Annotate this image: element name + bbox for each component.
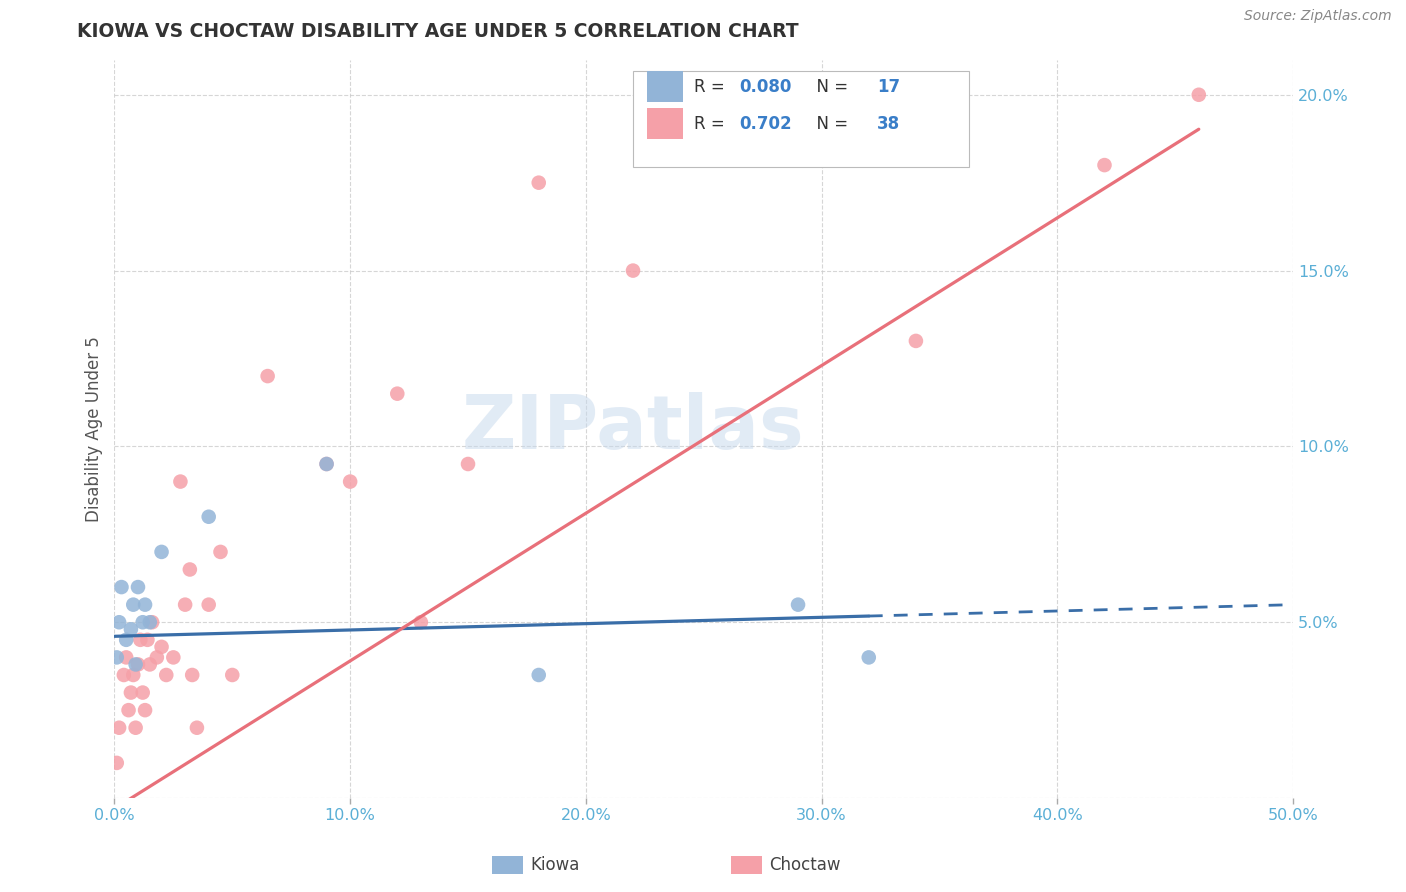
Point xyxy=(124,721,146,735)
Point xyxy=(179,562,201,576)
Y-axis label: Disability Age Under 5: Disability Age Under 5 xyxy=(86,336,103,522)
Point xyxy=(221,668,243,682)
Point xyxy=(150,545,173,559)
Point xyxy=(1188,87,1211,102)
Point xyxy=(527,668,550,682)
Point xyxy=(197,598,219,612)
Point xyxy=(134,703,156,717)
FancyBboxPatch shape xyxy=(647,70,682,102)
Point xyxy=(146,650,169,665)
Point xyxy=(112,668,135,682)
Point xyxy=(787,598,810,612)
Point xyxy=(150,640,173,654)
Text: KIOWA VS CHOCTAW DISABILITY AGE UNDER 5 CORRELATION CHART: KIOWA VS CHOCTAW DISABILITY AGE UNDER 5 … xyxy=(77,22,799,41)
Point xyxy=(131,615,153,630)
Point xyxy=(457,457,479,471)
Point xyxy=(120,685,142,699)
Point xyxy=(110,580,132,594)
Point xyxy=(122,598,145,612)
Point xyxy=(409,615,432,630)
Point xyxy=(162,650,184,665)
Point xyxy=(155,668,177,682)
Point xyxy=(108,721,131,735)
Point xyxy=(141,615,163,630)
Point xyxy=(197,509,219,524)
Point xyxy=(181,668,204,682)
Point xyxy=(621,263,644,277)
Point xyxy=(186,721,208,735)
Point xyxy=(120,622,142,636)
Point xyxy=(209,545,232,559)
Point xyxy=(858,650,880,665)
Point xyxy=(904,334,927,348)
Point xyxy=(315,457,337,471)
Point xyxy=(117,703,139,717)
Point xyxy=(315,457,337,471)
Text: 0.702: 0.702 xyxy=(740,115,792,133)
Point xyxy=(1094,158,1116,172)
Point xyxy=(124,657,146,672)
Text: 38: 38 xyxy=(877,115,900,133)
Text: R =: R = xyxy=(695,115,730,133)
Point xyxy=(115,650,138,665)
Point xyxy=(387,386,409,401)
Point xyxy=(105,650,128,665)
Point xyxy=(127,657,149,672)
FancyBboxPatch shape xyxy=(647,108,682,138)
Text: 17: 17 xyxy=(877,78,900,96)
Point xyxy=(527,176,550,190)
Point xyxy=(127,580,149,594)
Text: 0.080: 0.080 xyxy=(740,78,792,96)
Text: R =: R = xyxy=(695,78,730,96)
Point xyxy=(131,685,153,699)
Text: Choctaw: Choctaw xyxy=(769,856,841,874)
Point xyxy=(339,475,361,489)
Text: ZIPatlas: ZIPatlas xyxy=(461,392,804,466)
Text: Source: ZipAtlas.com: Source: ZipAtlas.com xyxy=(1244,9,1392,23)
Point xyxy=(134,598,156,612)
Point xyxy=(139,615,162,630)
Point xyxy=(139,657,162,672)
Point xyxy=(129,632,152,647)
Point xyxy=(108,615,131,630)
Text: N =: N = xyxy=(806,115,853,133)
FancyBboxPatch shape xyxy=(633,70,969,167)
Point xyxy=(256,369,278,384)
Text: N =: N = xyxy=(806,78,853,96)
Point xyxy=(136,632,159,647)
Point xyxy=(122,668,145,682)
Text: Kiowa: Kiowa xyxy=(530,856,579,874)
Point xyxy=(169,475,191,489)
Point xyxy=(174,598,197,612)
Point xyxy=(105,756,128,770)
Point xyxy=(115,632,138,647)
